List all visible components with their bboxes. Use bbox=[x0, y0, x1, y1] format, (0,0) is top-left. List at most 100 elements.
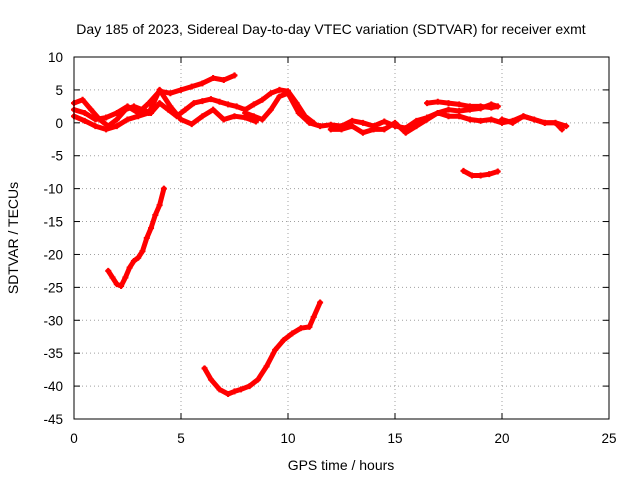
data-point bbox=[113, 123, 120, 130]
x-tick-label: 10 bbox=[280, 431, 295, 446]
data-point bbox=[456, 107, 463, 114]
data-point bbox=[113, 281, 120, 288]
data-point bbox=[126, 264, 133, 271]
data-point bbox=[225, 101, 232, 108]
data-point bbox=[81, 109, 88, 116]
data-point bbox=[167, 103, 174, 110]
data-point bbox=[558, 126, 565, 133]
data-point bbox=[445, 100, 452, 107]
data-point bbox=[327, 126, 334, 133]
y-tick-label: -45 bbox=[43, 412, 63, 427]
data-point bbox=[477, 117, 484, 124]
data-point bbox=[188, 121, 195, 128]
data-point bbox=[424, 100, 431, 107]
data-point bbox=[130, 258, 137, 265]
y-tick-label: -30 bbox=[43, 313, 63, 328]
data-point bbox=[486, 171, 493, 178]
data-point bbox=[152, 211, 159, 218]
data-point bbox=[242, 109, 249, 116]
data-point bbox=[220, 77, 227, 84]
data-point bbox=[135, 254, 142, 261]
data-point bbox=[122, 274, 129, 281]
series-track-j bbox=[201, 299, 324, 397]
plot-frame bbox=[73, 56, 610, 420]
data-point bbox=[338, 126, 345, 133]
data-point bbox=[541, 119, 548, 126]
data-point bbox=[81, 117, 88, 124]
data-point bbox=[445, 113, 452, 120]
y-tick-label: 0 bbox=[55, 116, 63, 131]
series-track-c bbox=[71, 86, 259, 133]
data-point bbox=[494, 168, 501, 175]
data-point bbox=[178, 116, 184, 123]
data-point bbox=[124, 103, 131, 110]
data-point bbox=[370, 126, 377, 133]
y-tick-label: -15 bbox=[43, 215, 63, 230]
y-tick-label: -5 bbox=[51, 149, 63, 164]
data-point bbox=[267, 90, 274, 97]
axis-ticks: 10 5 0 -5 -10 -15 -20 -25 -30 -35 -40 -45 0 5 10 15 20 25 bbox=[43, 50, 616, 446]
data-point bbox=[207, 96, 214, 103]
data-point bbox=[494, 103, 501, 110]
series-track-h bbox=[460, 167, 501, 179]
data-point bbox=[237, 386, 244, 393]
data-point bbox=[413, 117, 420, 124]
y-tick-label: 10 bbox=[48, 50, 63, 65]
x-tick-label: 25 bbox=[601, 431, 616, 446]
data-point bbox=[306, 119, 313, 126]
data-point bbox=[280, 337, 287, 344]
data-point bbox=[118, 283, 125, 290]
data-point bbox=[499, 116, 505, 123]
data-point bbox=[201, 365, 208, 372]
data-point bbox=[434, 109, 441, 116]
data-point bbox=[199, 80, 206, 87]
data-point bbox=[207, 376, 214, 383]
series-track-g bbox=[499, 113, 565, 133]
data-point bbox=[466, 103, 473, 110]
series-track-e bbox=[327, 101, 501, 136]
data-point bbox=[220, 116, 227, 123]
data-point bbox=[477, 103, 484, 110]
data-point bbox=[456, 101, 463, 108]
data-point bbox=[225, 390, 232, 397]
data-point bbox=[272, 346, 279, 353]
data-point bbox=[306, 323, 313, 330]
series-trace bbox=[202, 300, 323, 397]
data-point bbox=[143, 235, 150, 241]
data-point bbox=[402, 129, 409, 136]
data-point bbox=[349, 123, 356, 130]
x-tick-label: 5 bbox=[177, 431, 185, 446]
data-point bbox=[156, 86, 163, 93]
data-point bbox=[317, 299, 324, 306]
y-tick-label: 5 bbox=[55, 83, 63, 98]
data-point bbox=[413, 123, 420, 130]
data-point bbox=[113, 116, 120, 123]
x-tick-label: 0 bbox=[70, 431, 78, 446]
data-point bbox=[250, 113, 257, 120]
y-tick-label: -35 bbox=[43, 346, 63, 361]
data-point bbox=[199, 113, 206, 120]
data-point bbox=[563, 123, 570, 130]
y-axis-label: SDTVAR / TECUs bbox=[5, 182, 21, 294]
data-point bbox=[246, 383, 253, 390]
x-tick-label: 20 bbox=[494, 431, 509, 446]
data-point bbox=[289, 330, 296, 337]
data-point bbox=[160, 185, 167, 192]
data-point bbox=[88, 106, 95, 113]
data-point bbox=[231, 72, 238, 79]
data-point bbox=[424, 116, 431, 123]
data-point bbox=[445, 106, 452, 113]
data-point bbox=[552, 119, 559, 126]
y-tick-label: -40 bbox=[43, 379, 63, 394]
data-point bbox=[216, 386, 223, 393]
data-point bbox=[488, 104, 495, 111]
data-point bbox=[276, 86, 283, 93]
data-point bbox=[381, 118, 388, 125]
data-point bbox=[488, 116, 495, 123]
series-track-f bbox=[424, 98, 501, 111]
data-point bbox=[267, 106, 274, 113]
data-point bbox=[276, 93, 283, 100]
data-point bbox=[190, 100, 197, 107]
data-point bbox=[359, 129, 366, 136]
